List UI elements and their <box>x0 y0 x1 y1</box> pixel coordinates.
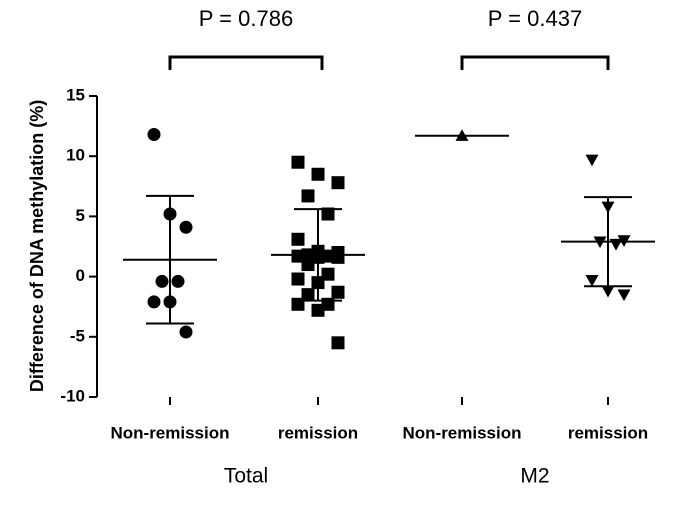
y-tick-label: 5 <box>76 206 85 225</box>
point <box>331 285 345 299</box>
bracket <box>460 55 610 70</box>
p-value: P = 0.786 <box>199 6 293 31</box>
point <box>585 275 599 287</box>
point <box>301 189 315 203</box>
point <box>301 288 315 302</box>
y-tick-label: -5 <box>70 326 85 345</box>
point <box>321 267 335 281</box>
x-tick-label: remission <box>568 423 648 442</box>
y-tick-label: 0 <box>76 266 85 285</box>
y-tick-label: 10 <box>66 146 85 165</box>
point <box>291 232 305 246</box>
point <box>291 272 305 286</box>
y-tick-label: -10 <box>60 386 85 405</box>
point <box>147 128 161 142</box>
point <box>331 176 345 190</box>
point <box>321 207 335 221</box>
point <box>291 249 305 263</box>
point <box>179 325 193 339</box>
point <box>585 154 599 167</box>
point <box>311 167 325 181</box>
point <box>331 250 345 264</box>
p-value: P = 0.437 <box>488 6 582 31</box>
point <box>601 285 615 298</box>
group-label: M2 <box>520 465 549 488</box>
point <box>179 220 193 234</box>
point <box>321 249 335 263</box>
bracket <box>168 55 324 70</box>
point <box>311 303 325 317</box>
point <box>171 274 185 288</box>
point <box>331 336 345 350</box>
x-tick-label: Non-remission <box>402 423 521 442</box>
x-tick-label: Non-remission <box>110 423 229 442</box>
group-label: Total <box>224 465 268 488</box>
y-tick-label: 15 <box>66 85 85 104</box>
point <box>155 274 169 288</box>
x-tick-label: remission <box>278 423 358 442</box>
point <box>617 289 631 302</box>
y-axis-label: Difference of DNA methylation (%) <box>27 100 47 392</box>
point <box>609 238 623 251</box>
point <box>291 155 305 169</box>
point <box>147 295 161 309</box>
